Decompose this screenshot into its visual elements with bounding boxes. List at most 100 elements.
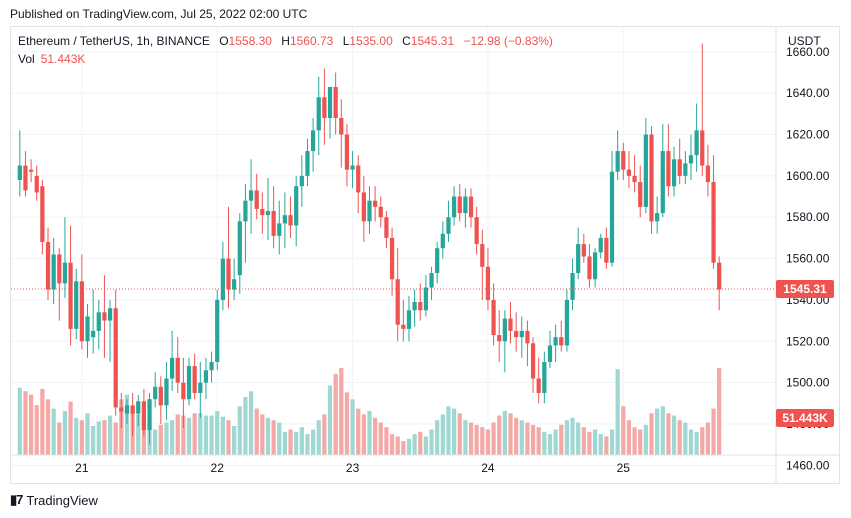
volume-bar xyxy=(265,417,271,455)
candle-body xyxy=(576,244,581,274)
candle-body xyxy=(147,399,152,431)
candle-body xyxy=(294,186,299,226)
volume-bar xyxy=(378,422,383,455)
volume-bar xyxy=(671,415,677,455)
volume-bar xyxy=(136,414,141,455)
x-tick-label: 25 xyxy=(617,461,631,475)
candle-body xyxy=(705,165,711,183)
candle-body xyxy=(694,130,699,156)
volume-bar xyxy=(694,431,699,455)
candle-body xyxy=(130,405,135,414)
volume-bar xyxy=(299,427,304,455)
x-tick-label: 23 xyxy=(346,461,360,475)
tradingview-logo-icon: ▮7 xyxy=(10,492,23,507)
y-tick-label: 1580.00 xyxy=(786,210,830,224)
candle-body xyxy=(136,401,141,414)
volume-bar xyxy=(260,414,265,455)
volume-bar xyxy=(74,417,79,455)
volume-bar xyxy=(564,420,570,455)
candle-body xyxy=(373,200,378,207)
volume-bar xyxy=(536,427,541,455)
symbol-legend: Ethereum / TetherUS, 1h, BINANCE O1558.3… xyxy=(18,34,553,48)
volume-bar xyxy=(491,422,496,455)
volume-bar xyxy=(23,391,28,455)
last-volume-badge: 51.443K xyxy=(776,409,834,427)
candle-body xyxy=(649,134,654,222)
open-label: O xyxy=(219,34,229,48)
candle-body xyxy=(175,357,180,383)
candle-body xyxy=(192,366,197,393)
chart-frame[interactable] xyxy=(10,26,840,484)
x-tick-label: 24 xyxy=(481,461,495,475)
volume-bar xyxy=(502,410,507,455)
candle-body xyxy=(62,262,68,284)
candle-body xyxy=(164,378,169,406)
candle-body xyxy=(119,407,124,412)
y-tick-label: 1520.00 xyxy=(786,334,830,348)
candle-body xyxy=(440,233,445,249)
y-tick-label: 1560.00 xyxy=(786,252,830,266)
candle-body xyxy=(429,273,434,288)
candle-body xyxy=(248,190,254,201)
x-tick-label: 22 xyxy=(211,461,225,475)
candle-body xyxy=(666,151,671,187)
candle-body xyxy=(587,256,592,280)
volume-bar xyxy=(581,427,586,455)
volume-bar xyxy=(677,420,682,455)
candle-body xyxy=(474,217,479,245)
volume-bar xyxy=(215,410,220,455)
candle-body xyxy=(79,281,84,342)
volume-bar xyxy=(446,406,451,455)
volume-bar xyxy=(271,420,276,455)
footer-branding[interactable]: ▮7 TradingView xyxy=(10,492,98,508)
volume-bar xyxy=(192,413,197,455)
candle-body xyxy=(570,273,575,300)
volume-bar xyxy=(485,429,491,455)
candle-body xyxy=(655,213,660,222)
volume-bar xyxy=(288,429,293,455)
open-value: 1558.30 xyxy=(228,34,272,48)
volume-bar xyxy=(209,415,214,455)
volume-bar xyxy=(226,420,231,455)
volume-bar xyxy=(17,387,22,455)
volume-bar xyxy=(141,420,147,455)
candle-body xyxy=(530,343,536,379)
published-caption: Published on TradingView.com, Jul 25, 20… xyxy=(10,7,308,21)
volume-bar xyxy=(107,415,113,455)
candle-body xyxy=(124,405,130,414)
volume-bar xyxy=(457,413,462,455)
candle-body xyxy=(243,200,248,222)
candle-body xyxy=(271,211,276,236)
candle-body xyxy=(367,200,372,222)
volume-bar xyxy=(350,399,355,455)
candle-body xyxy=(536,378,541,393)
volume-bar xyxy=(406,438,412,455)
candle-body xyxy=(395,279,400,325)
candle-body xyxy=(85,316,90,342)
volume-bar xyxy=(62,410,68,455)
candle-body xyxy=(598,237,603,253)
volume-bar xyxy=(164,422,169,455)
x-tick-label: 21 xyxy=(75,461,89,475)
volume-bar xyxy=(248,391,254,455)
volume-label: Vol xyxy=(18,52,35,66)
candle-body xyxy=(389,237,395,280)
candle-body xyxy=(632,175,637,183)
candle-body xyxy=(198,382,203,393)
brand-name: TradingView xyxy=(26,492,98,508)
candle-body xyxy=(418,301,423,311)
volume-bar xyxy=(40,388,45,455)
candle-body xyxy=(153,386,158,400)
y-tick-label: 1500.00 xyxy=(786,376,830,390)
candle-body xyxy=(327,86,333,118)
candle-body xyxy=(260,208,265,216)
volume-bar xyxy=(649,413,654,455)
candle-body xyxy=(282,215,288,224)
volume-bar xyxy=(423,436,429,455)
volume-bar xyxy=(547,434,553,455)
candle-body xyxy=(40,186,45,243)
volume-bar xyxy=(305,434,310,455)
close-label: C xyxy=(402,34,411,48)
candle-body xyxy=(316,97,321,131)
